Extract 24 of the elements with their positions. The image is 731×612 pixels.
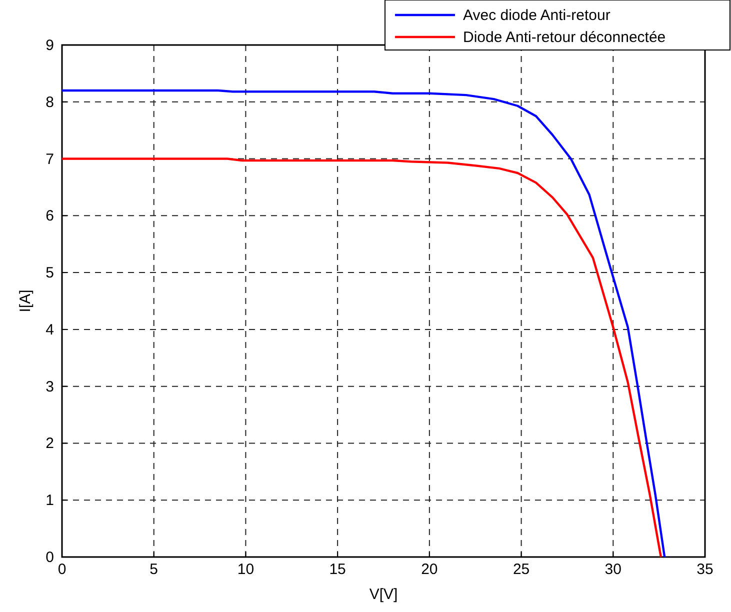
y-tick-label: 9 [46, 37, 54, 54]
y-tick-label: 8 [46, 94, 54, 111]
line-series [60, 89, 666, 558]
x-tick-label: 20 [421, 561, 438, 578]
x-tick-label: 15 [329, 561, 346, 578]
x-tick-label: 10 [237, 561, 254, 578]
y-tick-label: 3 [46, 378, 54, 396]
y-tick-label: 6 [46, 208, 54, 225]
x-tick-label: 5 [150, 561, 158, 578]
y-tick-label: 1 [46, 492, 54, 510]
legend-label: Avec diode Anti-retour [463, 7, 610, 24]
y-tick-label: 7 [46, 150, 54, 168]
x-tick-label: 30 [604, 561, 622, 578]
y-tick-label: 2 [46, 435, 54, 452]
legend-label: Diode Anti-retour déconnectée [463, 29, 666, 46]
x-tick-label: 0 [58, 561, 66, 578]
x-axis-title: V[V] [369, 586, 398, 603]
line-series [60, 158, 662, 558]
y-tick-label: 0 [46, 549, 54, 566]
y-tick-label: 5 [46, 264, 54, 282]
y-axis-title: I[A] [17, 290, 34, 312]
x-tick-label: 35 [696, 561, 714, 578]
y-tick-label: 4 [46, 321, 54, 338]
x-tick-label: 25 [512, 561, 530, 578]
